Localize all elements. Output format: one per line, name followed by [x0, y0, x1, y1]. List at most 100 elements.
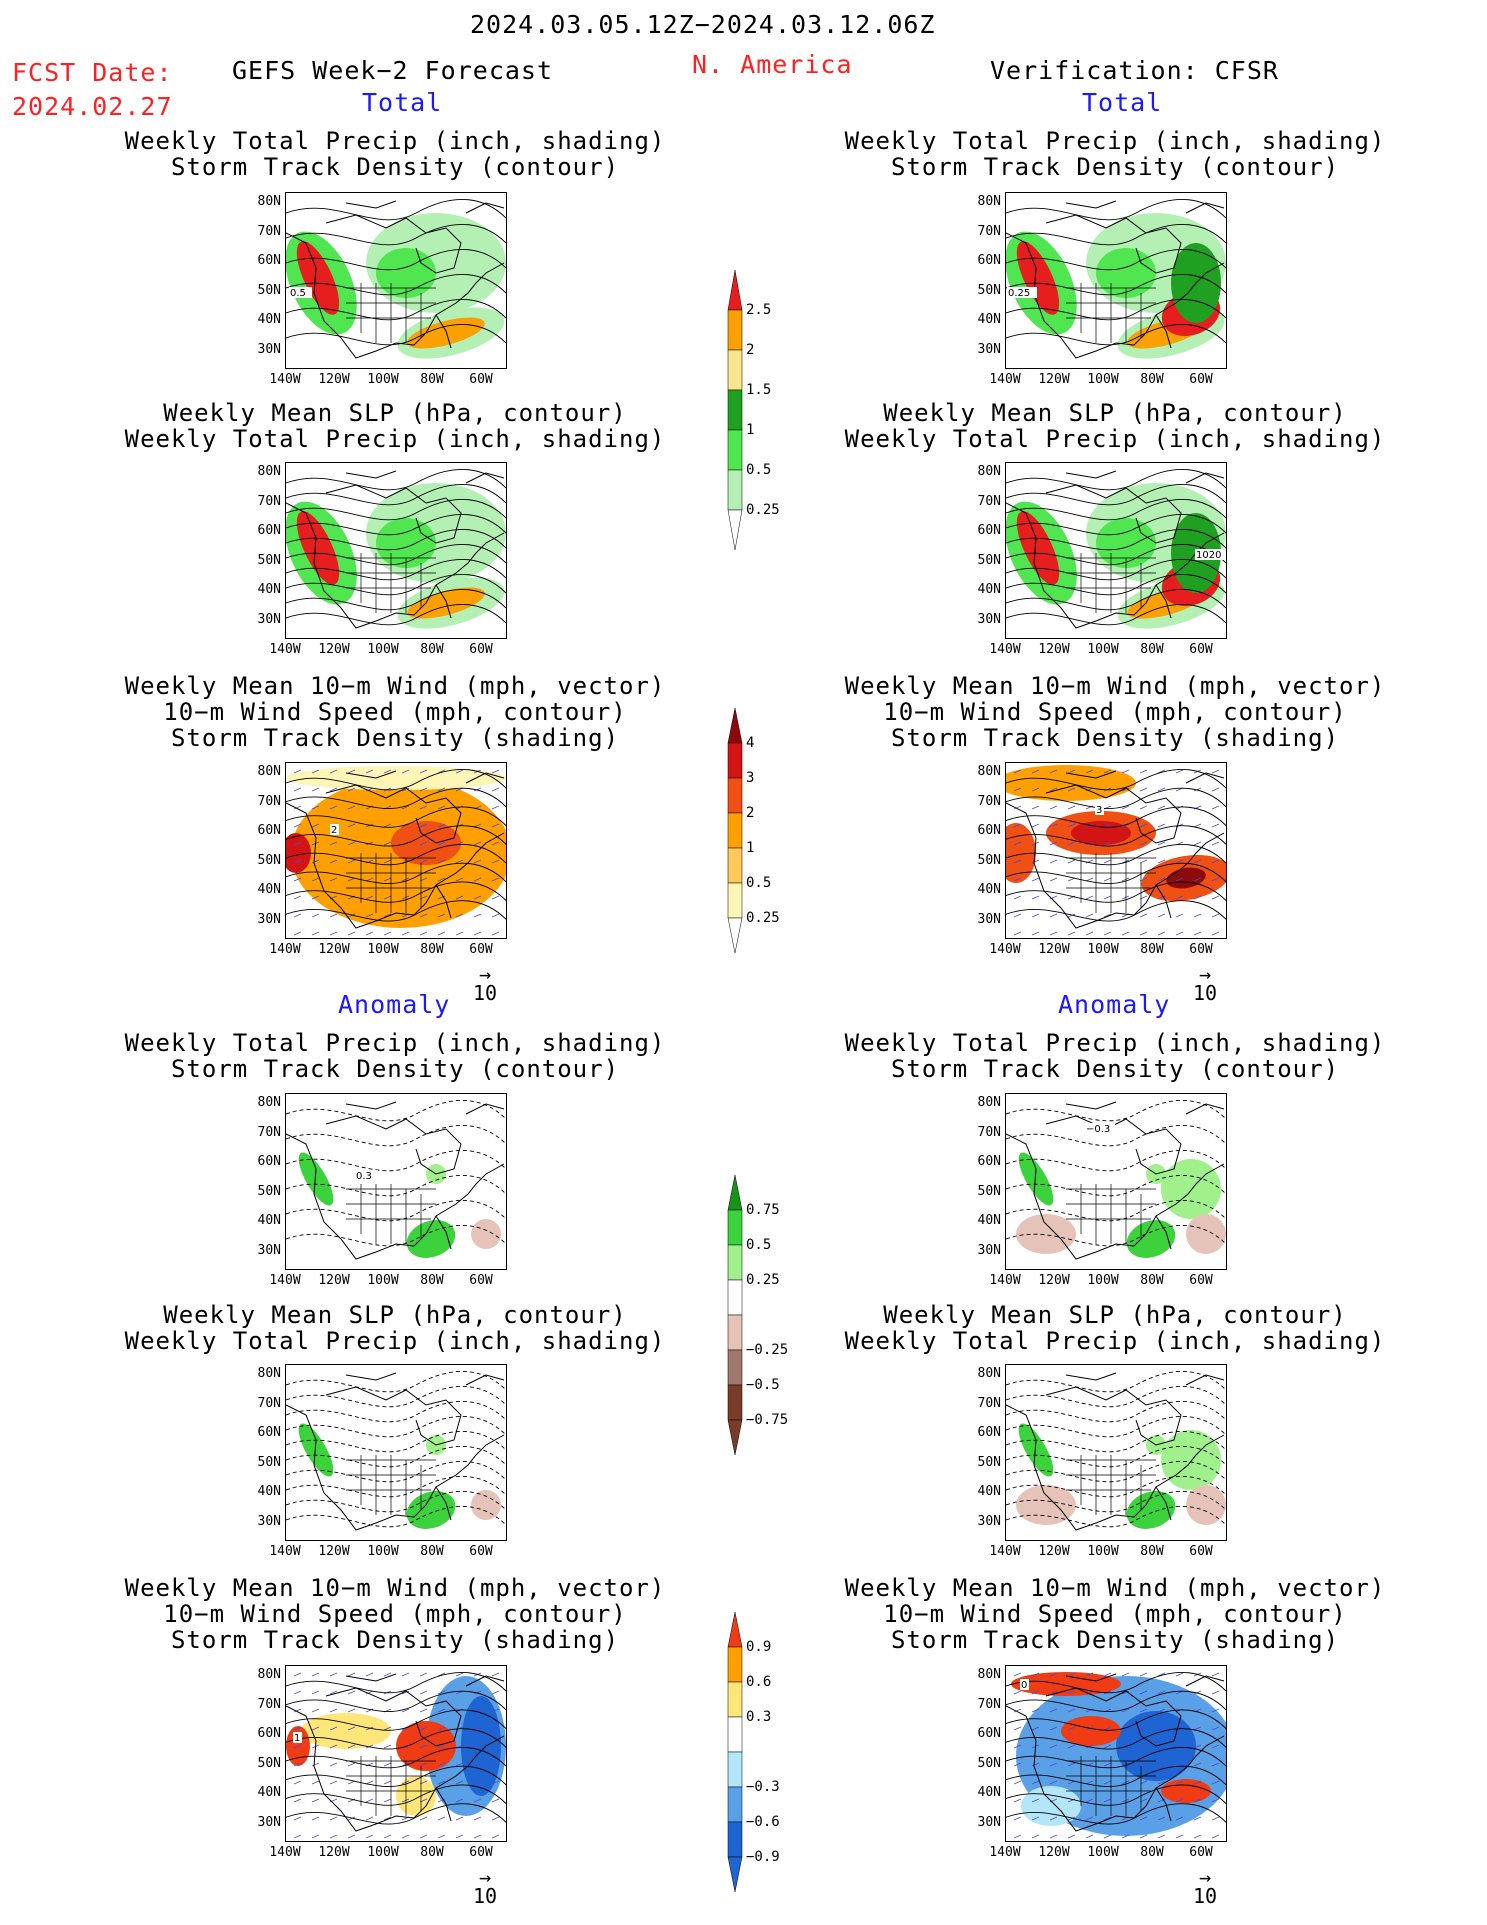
track-arctic: [1006, 765, 1136, 801]
lat-label: 60N: [257, 1425, 281, 1440]
contour-label-bg: [289, 287, 312, 298]
panel-title-line: Storm Track Density (contour): [170, 153, 620, 181]
colorbar-label: 4: [746, 735, 755, 751]
track-center-max: [391, 821, 461, 865]
verification-map-track: 3: [1005, 762, 1227, 939]
section-total-left: Total: [362, 88, 443, 117]
panel-title: Weekly Mean SLP (hPa, contour) Weekly Tot…: [95, 1302, 695, 1354]
track-anom-west-pos: [301, 1713, 391, 1749]
panel-title-line: Weekly Total Precip (inch, shading): [124, 425, 666, 453]
precip-anom-dry-sw: [1016, 1485, 1076, 1525]
coastline: [286, 770, 505, 929]
track-anom-canada-pos: [1061, 1716, 1121, 1746]
lon-label: 140W: [989, 1273, 1021, 1288]
verification-map-panom: −0.3: [1005, 1093, 1227, 1270]
lat-label: 50N: [977, 1183, 1001, 1199]
panel-title-line: Storm Track Density (contour): [170, 1055, 620, 1083]
lat-label: 40N: [257, 882, 281, 897]
lon-label: 60W: [1189, 942, 1213, 957]
vector-reference: → 10: [455, 1865, 515, 1908]
panel-title-line: Weekly Mean 10−m Wind (mph, vector): [844, 672, 1386, 700]
lon-label: 120W: [1038, 642, 1070, 657]
lat-label: 80N: [977, 764, 1001, 779]
lon-label: 60W: [1189, 1845, 1213, 1860]
colorbar-label: −0.25: [746, 1342, 789, 1358]
fcst-date-value: 2024.02.27: [12, 92, 173, 121]
verification-map-precip: 0.25: [1005, 192, 1227, 369]
vector-reference-value: 10: [472, 981, 498, 1005]
colorbar-top-arrow: [727, 269, 743, 311]
panel-title-line: 10−m Wind Speed (mph, contour): [883, 698, 1347, 726]
colorbar-segment: [727, 1244, 743, 1281]
colorbar-segment: [727, 309, 743, 351]
wind-vectors: [1013, 1672, 1220, 1839]
colorbar-label: −0.75: [746, 1412, 789, 1428]
lon-label: 120W: [318, 1544, 350, 1559]
colorbar-segment: [727, 847, 743, 884]
lat-label: 30N: [977, 341, 1001, 357]
date-range: 2024.03.05.12Z−2024.03.12.06Z: [470, 10, 936, 39]
track-anom-sw: [1021, 1786, 1081, 1826]
vector-reference-value: 10: [1192, 981, 1218, 1005]
panel-title-line: Weekly Mean 10−m Wind (mph, vector): [844, 1574, 1386, 1602]
colorbar-segment: [727, 1279, 743, 1316]
vector-arrow-icon: →: [1198, 1865, 1212, 1889]
colorbar-segment: [727, 882, 743, 919]
colorbar-top-arrow: [727, 1611, 743, 1648]
lon-label: 140W: [989, 642, 1021, 657]
colorbar-label: −0.5: [746, 1377, 780, 1393]
lat-label: 60N: [257, 1154, 281, 1169]
vector-arrow-icon: →: [478, 1865, 492, 1889]
lon-label: 100W: [367, 1845, 399, 1860]
colorbar-label: −0.9: [746, 1849, 780, 1865]
lon-label: 140W: [269, 942, 301, 957]
panel-title: Weekly Mean 10−m Wind (mph, vector) 10−m …: [95, 673, 695, 751]
precip-west-coast-max: [1016, 241, 1060, 315]
precip-anom-dry-atl: [471, 1490, 501, 1520]
lon-label: 140W: [989, 1544, 1021, 1559]
colorbar-segment: [727, 1821, 743, 1858]
lon-label: 140W: [989, 372, 1021, 387]
contour-label-bg: [1020, 1679, 1029, 1690]
forecast-map-panom: [285, 1364, 507, 1541]
track-density-contours: [286, 199, 506, 346]
contour-label: 0.5: [290, 288, 306, 299]
vector-reference-value: 10: [1192, 1884, 1218, 1908]
panel-title-line: Weekly Total Precip (inch, shading): [124, 1029, 666, 1057]
lat-label: 60N: [257, 1726, 281, 1741]
colorbar-label: 0.5: [746, 875, 772, 891]
precip-anom-dry-atl: [1186, 1214, 1226, 1254]
lat-label: 70N: [977, 1696, 1001, 1712]
lon-label: 100W: [367, 642, 399, 657]
lon-label: 60W: [469, 1845, 493, 1860]
wind-speed-contours: [1006, 1672, 1226, 1825]
lon-label: 120W: [318, 1845, 350, 1860]
lat-label: 50N: [977, 852, 1001, 868]
coastline: [1006, 1673, 1225, 1832]
forecast-map-precip: 0.5: [285, 192, 507, 369]
lon-label: 100W: [1087, 642, 1119, 657]
vector-arrow-icon: →: [478, 962, 492, 986]
contour-label-bg: [330, 824, 339, 835]
lon-label: 120W: [1038, 1273, 1070, 1288]
colorbar-segment: [727, 1209, 743, 1246]
panel-title-line: Storm Track Density (shading): [170, 1626, 620, 1654]
contour-label: 1020: [1196, 550, 1221, 561]
lat-label: 60N: [977, 253, 1001, 268]
lat-label: 60N: [977, 523, 1001, 538]
precip-anom-west: [298, 1152, 334, 1206]
lat-label: 70N: [977, 493, 1001, 509]
verification-map-panom: [1005, 1364, 1227, 1541]
lon-label: 120W: [1038, 372, 1070, 387]
lon-label: 80W: [1140, 1544, 1164, 1559]
lon-label: 140W: [269, 1845, 301, 1860]
lat-label: 70N: [257, 223, 281, 239]
panel-title-line: Storm Track Density (shading): [890, 1626, 1340, 1654]
colorbar-label: 0.6: [746, 1674, 772, 1690]
track-anom-center-pos: [396, 1721, 456, 1771]
lat-label: 60N: [257, 823, 281, 838]
lat-label: 40N: [977, 312, 1001, 327]
colorbar-label: 3: [746, 770, 755, 786]
colorbar-label: 0.25: [746, 1272, 780, 1288]
lon-label: 100W: [1087, 1544, 1119, 1559]
